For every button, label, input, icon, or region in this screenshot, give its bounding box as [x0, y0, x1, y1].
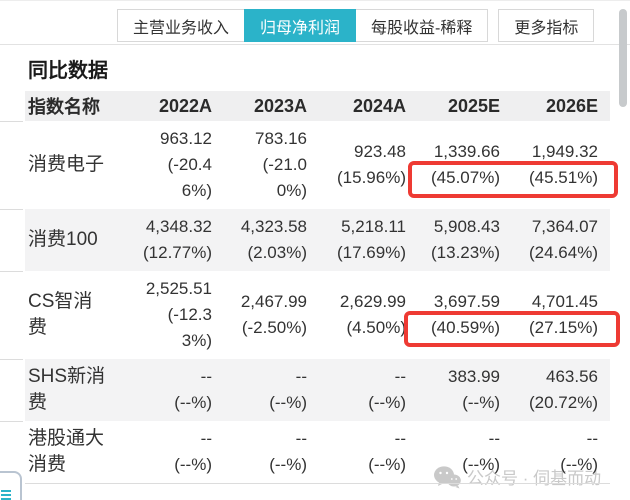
col-header-index-name: 指数名称 [25, 91, 112, 121]
cell: 1,339.66 (45.07%) [431, 142, 500, 187]
cell: -- (--%) [269, 429, 307, 474]
cell: 5,908.43 (13.23%) [406, 209, 500, 271]
cell: 4,323.58 (2.03%) [212, 209, 307, 271]
cell: 5,218.11 (17.69%) [307, 209, 406, 271]
cell: 7,364.07 (24.64%) [500, 209, 610, 271]
cell: -- (--%) [560, 429, 598, 474]
index-name: 港股通大 消费 [28, 428, 105, 475]
cell: 4,348.32 (12.77%) [112, 209, 212, 271]
cell: -- (--%) [174, 429, 212, 474]
cell: 4,701.45 (27.15%) [529, 292, 598, 337]
table-row: 消费100 4,348.32 (12.77%) 4,323.58 (2.03%)… [25, 209, 610, 271]
col-header-2026e: 2026E [500, 91, 610, 121]
cell: 783.16 (-21.0 0%) [255, 129, 307, 200]
margin-rule [0, 121, 23, 122]
margin-rule [0, 271, 23, 272]
tab-net-profit[interactable]: 归母净利润 [244, 9, 357, 42]
table-header-row: 指数名称 2022A 2023A 2024A 2025E 2026E [25, 91, 610, 121]
cell: 2,467.99 (-2.50%) [240, 292, 307, 337]
cell: -- (--%) [112, 359, 212, 421]
cell: -- (--%) [368, 429, 406, 474]
table-row: 消费电子 963.12 (-20.4 6%) 783.16 (-21.0 0%)… [25, 121, 610, 209]
index-name: CS智消 费 [28, 291, 93, 338]
tabbar-divider [0, 44, 630, 45]
col-header-2024a: 2024A [307, 91, 406, 121]
cell: -- (--%) [462, 429, 500, 474]
col-header-2022a: 2022A [112, 91, 212, 121]
cell: -- (--%) [212, 359, 307, 421]
cell: 2,525.51 (-12.3 3%) [145, 279, 212, 350]
table-row: CS智消 费 2,525.51 (-12.3 3%) 2,467.99 (-2.… [25, 271, 610, 359]
margin-rule [0, 359, 23, 360]
metric-tabbar: 主营业务收入 归母净利润 每股收益-稀释 更多指标 [117, 9, 595, 42]
margin-rule [0, 421, 23, 422]
vertical-scrollbar-thumb[interactable] [619, 9, 627, 107]
yoy-data-table: 指数名称 2022A 2023A 2024A 2025E 2026E 消费电子 … [25, 91, 610, 484]
margin-rule [0, 209, 23, 210]
index-name: 消费电子 [28, 154, 105, 175]
table-row: 港股通大 消费 -- (--%) -- (--%) -- (--%) -- (-… [25, 421, 610, 484]
index-name: SHS新消 费 [25, 359, 112, 421]
table-row: SHS新消 费 -- (--%) -- (--%) -- (--%) 383.9… [25, 359, 610, 421]
cell: 463.56 (20.72%) [500, 359, 610, 421]
cell: 2,629.99 (4.50%) [339, 292, 406, 337]
cell: 1,949.32 (45.51%) [529, 142, 598, 187]
cell: 383.99 (--%) [406, 359, 500, 421]
section-title: 同比数据 [28, 60, 108, 82]
index-name: 消费100 [25, 209, 112, 271]
tab-more-indicators[interactable]: 更多指标 [498, 9, 595, 42]
clipped-teal-text-fragment [1, 490, 11, 500]
cell: 963.12 (-20.4 6%) [160, 129, 212, 200]
cell: 3,697.59 (40.59%) [431, 292, 500, 337]
cell: -- (--%) [307, 359, 406, 421]
cell: 923.48 (15.96%) [337, 142, 406, 187]
tab-main-revenue[interactable]: 主营业务收入 [117, 9, 246, 42]
tab-eps-diluted[interactable]: 每股收益-稀释 [355, 9, 489, 42]
col-header-2025e: 2025E [406, 91, 500, 121]
col-header-2023a: 2023A [212, 91, 307, 121]
